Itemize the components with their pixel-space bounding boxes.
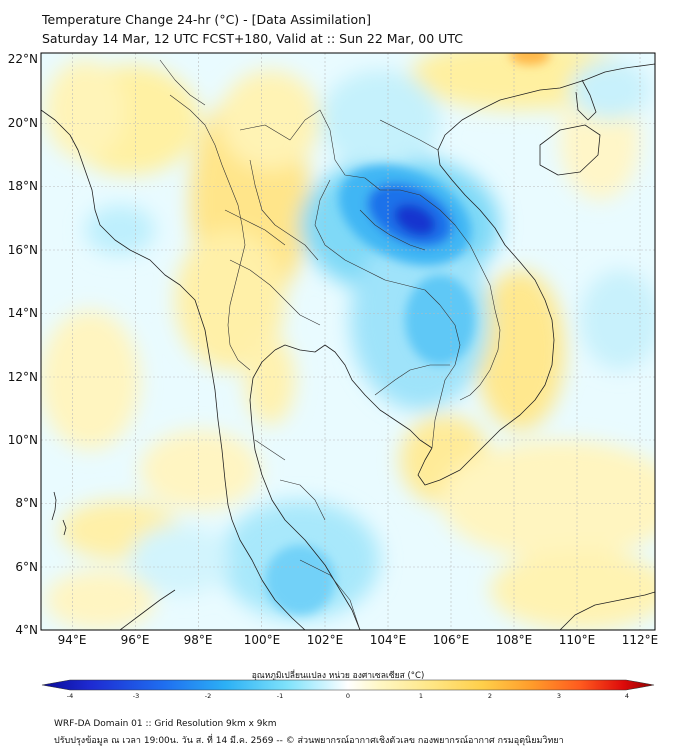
- colorbar-tick-label: -2: [204, 692, 212, 700]
- lat-tick-label: 4°N: [15, 623, 38, 637]
- temperature-change-map: [40, 52, 656, 631]
- footer-update-info: ปรับปรุงข้อมูล ณ เวลา 19:00น. วัน ส. ที่…: [54, 736, 564, 746]
- colorbar-label: อุณหภูมิเปลี่ยนแปลง หน่วย องศาเซลเซียส (…: [251, 671, 425, 681]
- colorbar-tick-label: -1: [276, 692, 284, 700]
- lon-tick-label: 100°E: [243, 633, 281, 647]
- footer-model-info: WRF-DA Domain 01 :: Grid Resolution 9km …: [54, 719, 277, 729]
- lon-tick-label: 112°E: [621, 633, 659, 647]
- lat-tick-label: 20°N: [7, 116, 38, 130]
- lon-tick-label: 104°E: [369, 633, 407, 647]
- colorbar-tick-label: -4: [66, 692, 74, 700]
- lon-tick-label: 108°E: [495, 633, 533, 647]
- lat-tick-label: 12°N: [7, 370, 38, 384]
- map-title: Temperature Change 24-hr (°C) - [Data As…: [42, 12, 371, 27]
- lat-tick-label: 14°N: [7, 306, 38, 320]
- map-subtitle: Saturday 14 Mar, 12 UTC FCST+180, Valid …: [42, 31, 463, 46]
- internal-borders: [159, 59, 501, 630]
- colorbar-tick-label: 4: [624, 692, 630, 700]
- lat-tick-label: 8°N: [15, 496, 38, 510]
- lon-tick-label: 94°E: [57, 633, 87, 647]
- coastlines-borders: [41, 63, 655, 630]
- lon-tick-label: 110°E: [558, 633, 596, 647]
- lat-tick-label: 10°N: [7, 433, 38, 447]
- colorbar-tick-label: 2: [487, 692, 493, 700]
- lat-tick-label: 6°N: [15, 560, 38, 574]
- colorbar-tick-label: 3: [556, 692, 562, 700]
- colorbar-tick-label: -3: [132, 692, 140, 700]
- map-frame: [40, 52, 656, 631]
- lon-tick-label: 106°E: [432, 633, 470, 647]
- colorbar-tick-label: 1: [418, 692, 424, 700]
- lon-tick-label: 102°E: [306, 633, 344, 647]
- lat-tick-label: 16°N: [7, 243, 38, 257]
- lat-tick-label: 22°N: [7, 52, 38, 66]
- temperature-field: [41, 53, 655, 630]
- lat-tick-label: 18°N: [7, 179, 38, 193]
- lon-tick-label: 96°E: [120, 633, 150, 647]
- lat-lon-grid: [41, 53, 655, 630]
- lon-tick-label: 98°E: [183, 633, 213, 647]
- colorbar-tick-label: 0: [345, 692, 351, 700]
